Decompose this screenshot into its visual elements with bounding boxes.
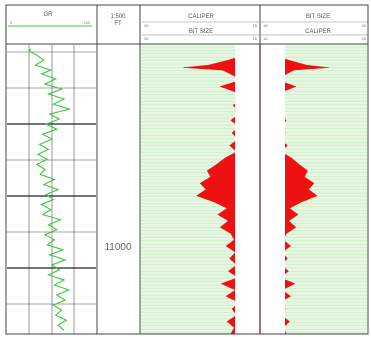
gr-curve — [28, 48, 72, 331]
gr-track — [7, 45, 96, 334]
gr-scale-left: 0 — [10, 20, 13, 25]
right-track-curve1-label: BIT SIZE — [306, 14, 330, 20]
depth-track: 11000 — [104, 242, 132, 253]
right-track-scale-left-1: 16 — [263, 23, 268, 28]
gr-scale-right: 150 — [83, 20, 90, 25]
right-track-borehole-gap — [261, 45, 285, 334]
left-track-scale-left-2: 26 — [144, 36, 149, 41]
right-track-scale-left-2: 16 — [263, 36, 268, 41]
caliper-left-track — [141, 44, 260, 335]
right-track-scale-right-2: 26 — [362, 36, 367, 41]
depth-scale-label: 1:500 — [110, 14, 126, 20]
depth-unit-label: FT — [114, 21, 122, 27]
log-frame — [5, 4, 369, 335]
caliper-right-track — [260, 44, 367, 335]
gr-track-label: GR — [44, 12, 54, 18]
left-track-borehole-gap — [235, 45, 259, 334]
log-header: GR 0 150 1:500 FT CALIPER 26 16 BIT SIZE… — [0, 0, 371, 44]
depth-label: 11000 — [104, 242, 132, 253]
left-track-scale-left-1: 26 — [144, 23, 149, 28]
right-track-scale-right-1: 26 — [362, 23, 367, 28]
left-track-scale-right-2: 16 — [253, 36, 258, 41]
left-track-scale-right-1: 16 — [253, 23, 258, 28]
right-track-curve2-label: CALIPER — [305, 29, 331, 35]
left-track-curve2-label: BIT SIZE — [189, 29, 213, 35]
left-track-curve1-label: CALIPER — [188, 14, 214, 20]
